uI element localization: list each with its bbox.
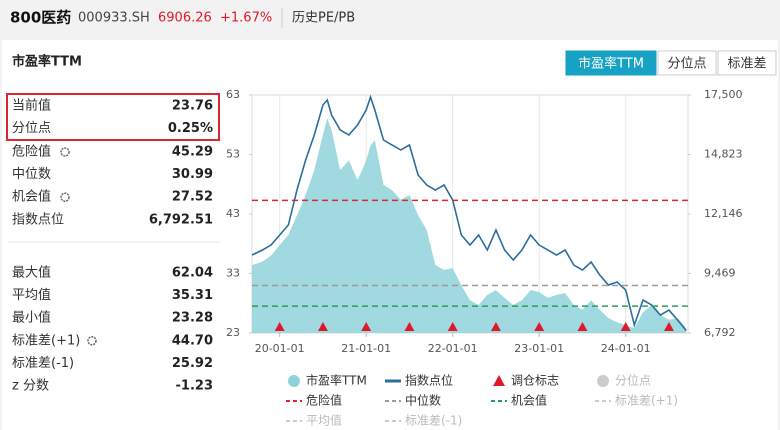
tab-label[interactable]: 市盈率TTM [578, 56, 644, 72]
legend-label: 危险值 [306, 393, 342, 408]
legend-label: 标准差(+1) [615, 394, 678, 408]
gear-icon[interactable] [60, 192, 70, 202]
legend-label: 调仓标志 [511, 374, 559, 388]
x-tick-label: 24-01-01 [601, 342, 651, 355]
legend-item[interactable]: 危险值 [286, 393, 342, 408]
legend-label: 标准差(-1) [405, 414, 462, 428]
stat-label: 分位点 [12, 121, 51, 136]
stat-value: 30.99 [172, 167, 213, 182]
stat-value: 45.29 [172, 145, 213, 160]
stat-value: 62.04 [172, 266, 213, 281]
y2-tick-label: 12,146 [704, 207, 743, 220]
stat-label: 最大值 [12, 265, 51, 281]
x-tick-label: 23-01-01 [514, 342, 564, 355]
stat-label: 平均值 [12, 287, 51, 303]
legend-item[interactable]: 指数点位 [385, 373, 453, 388]
y2-tick-label: 17,500 [704, 88, 743, 101]
legend-swatch [288, 375, 300, 387]
x-tick-label: 21-01-01 [341, 342, 391, 355]
stat-label: 危险值 [12, 144, 51, 160]
legend-item[interactable]: 市盈率TTM [288, 373, 367, 388]
y2-tick-label: 9,469 [704, 267, 736, 280]
y-tick-label: 63 [226, 88, 240, 101]
rebalance-marker [361, 322, 372, 331]
stat-label: 最小值 [12, 310, 51, 326]
header-bar [0, 0, 780, 38]
legend-swatch [597, 375, 609, 387]
chart: 20-01-01 21-01-01 22-01-01 23-01-01 24-01-01… [226, 88, 743, 428]
stat-value: -1.23 [176, 379, 213, 394]
y-tick-label: 43 [226, 207, 240, 220]
rebalance-marker [490, 322, 501, 331]
stats: 当前值 23.76 分位点 0.25% 危险值 45.29 中位数 30.99 机会值 27.52… [6, 93, 220, 394]
gear-icon[interactable] [60, 147, 70, 157]
highlight-box [6, 93, 220, 141]
legend-item[interactable]: 调仓标志 [493, 374, 559, 388]
y-tick-label: 53 [226, 148, 240, 161]
tab[interactable] [565, 50, 657, 76]
legend-item[interactable]: 机会值 [491, 393, 547, 408]
legend-item[interactable]: 标准差(-1) [385, 414, 462, 428]
area [252, 118, 687, 333]
stat-value: 0.25% [168, 121, 213, 136]
rebalance-marker [317, 322, 328, 331]
tab-label[interactable]: 标准差 [727, 57, 766, 72]
legend-item[interactable]: 中位数 [385, 393, 441, 408]
stat-label: 标准差(+1) [12, 333, 80, 348]
x-tick-label: 22-01-01 [428, 342, 478, 355]
legend-item[interactable]: 标准差(+1) [595, 394, 678, 408]
rebalance-marker [620, 322, 631, 331]
legend-label: 机会值 [511, 393, 547, 408]
rebalance-marker [663, 322, 674, 331]
tabs: 市盈率TTM 分位点 标准差 [565, 50, 777, 76]
stat-value: 27.52 [172, 190, 213, 205]
legend-label: 分位点 [615, 373, 651, 388]
stat-label: 标准差(-1) [12, 356, 74, 371]
x-tick-label: 20-01-01 [255, 342, 305, 355]
rebalance-marker [577, 322, 588, 331]
legend-item[interactable]: 平均值 [286, 413, 342, 428]
line [251, 94, 687, 332]
stat-label: 当前值 [12, 98, 51, 114]
stat-label: 指数点位 [12, 212, 64, 227]
stat-value: 23.76 [172, 99, 213, 114]
panel-title: 市盈率TTM [12, 54, 82, 70]
y2-tick-label: 6,792 [704, 326, 736, 339]
gear-icon[interactable] [87, 336, 97, 346]
stat-label: 机会值 [12, 189, 51, 205]
rebalance-marker [274, 322, 285, 331]
legend-item[interactable]: 分位点 [597, 373, 651, 388]
tab[interactable] [717, 50, 777, 76]
y2-tick-label: 14,823 [704, 148, 743, 161]
legend-label: 平均值 [306, 413, 342, 428]
price: 6906.26 [158, 11, 212, 26]
stat-label: 中位数 [12, 167, 51, 182]
stat-value: 44.70 [172, 333, 213, 348]
legend-label: 中位数 [405, 393, 441, 408]
section: 历史PE/PB [292, 11, 355, 26]
stat-value: 25.92 [172, 356, 213, 371]
rebalance-marker [404, 322, 415, 331]
stat-value: 35.31 [172, 288, 213, 303]
legend-swatch [493, 375, 505, 386]
legend-label: 市盈率TTM [306, 373, 367, 388]
stat-label: z 分数 [12, 379, 49, 394]
index-name: 800医药 [10, 9, 71, 27]
tab-label[interactable]: 分位点 [667, 57, 706, 72]
y-tick-label: 33 [226, 267, 240, 280]
rebalance-marker [534, 322, 545, 331]
tab[interactable] [657, 50, 717, 76]
rebalance-marker [447, 322, 458, 331]
index-code: 000933.SH [78, 11, 150, 26]
stat-value: 6,792.51 [149, 212, 213, 227]
y-tick-label: 23 [226, 326, 240, 339]
legend-label: 指数点位 [405, 373, 453, 388]
change: +1.67% [220, 11, 272, 26]
stat-value: 23.28 [172, 311, 213, 326]
